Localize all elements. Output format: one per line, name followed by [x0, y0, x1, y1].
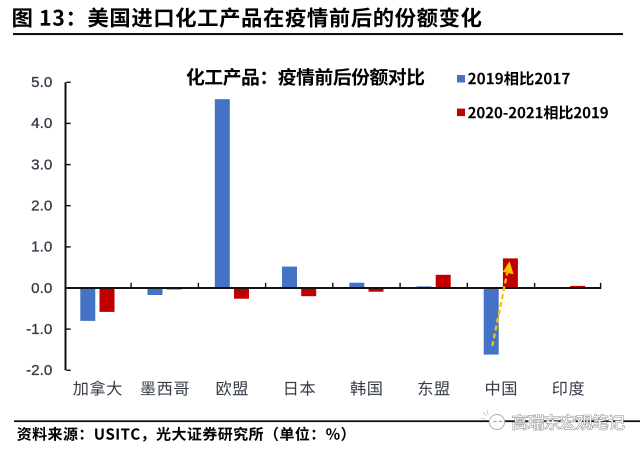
- svg-text:5.0: 5.0: [31, 74, 52, 91]
- svg-text:-2.0: -2.0: [26, 362, 52, 379]
- svg-text:-1.0: -1.0: [26, 321, 52, 338]
- svg-text:1.0: 1.0: [31, 239, 52, 256]
- svg-text:3.0: 3.0: [31, 156, 52, 173]
- svg-text:2.0: 2.0: [31, 198, 52, 215]
- svg-text:0.0: 0.0: [31, 280, 52, 297]
- svg-text:4.0: 4.0: [31, 115, 52, 132]
